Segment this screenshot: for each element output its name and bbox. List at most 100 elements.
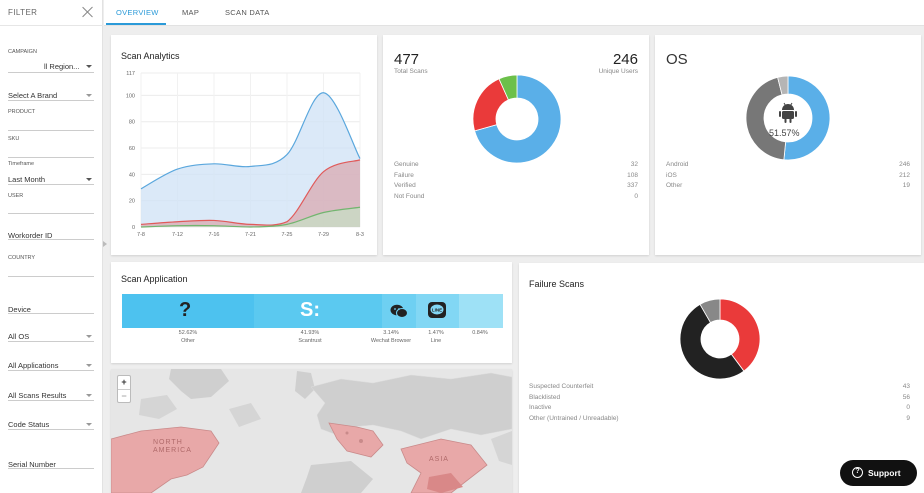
app-label-line: Line (430, 338, 442, 344)
list-item: Verified 337 (394, 182, 638, 189)
x-tick-label: 7-8 (137, 232, 145, 238)
serial-number-input[interactable]: Serial Number (8, 455, 94, 469)
scantrust-icon: S: (300, 299, 320, 321)
android-icon (779, 102, 797, 123)
line-icon: LINE (428, 302, 446, 318)
tab-scan-data[interactable]: SCAN DATA (225, 8, 270, 17)
list-item: Blacklisted 56 (529, 393, 910, 401)
x-tick-label: 7-29 (318, 232, 329, 238)
app-segment-other-small (459, 294, 503, 328)
x-tick-label: 7-16 (208, 232, 219, 238)
device-input[interactable]: Device (8, 300, 94, 314)
os-select[interactable]: All OS (8, 327, 94, 342)
chevron-down-icon (86, 423, 92, 426)
campaign-select[interactable]: ll Region... (8, 58, 94, 73)
scan-results-slice-2 (498, 74, 518, 101)
campaign-value: ll Region... (44, 62, 80, 71)
os-center-percent: 51.57% (769, 128, 800, 138)
filter-title: FILTER (8, 8, 38, 17)
x-tick-label: 7-21 (245, 232, 256, 238)
app-segment-line: LINE (416, 294, 459, 328)
y-tick-label: 20 (129, 199, 135, 205)
app-segment-wechat (382, 294, 416, 328)
product-input[interactable] (8, 117, 94, 131)
chevron-down-icon (86, 94, 92, 97)
list-item: Other (Untrained / Unreadable) 9 (529, 414, 910, 422)
scan-results-select[interactable]: All Scans Results (8, 386, 94, 401)
device-placeholder: Device (8, 305, 31, 314)
scan-application-card: Scan Application ? S: LINE (111, 262, 512, 363)
scan-map[interactable]: NORTH AMERICA ASIA + − (111, 369, 512, 493)
x-tick-label: 7-12 (172, 232, 183, 238)
timeframe-label: Timeframe (8, 161, 35, 167)
totals-card: 477 Total Scans 246 Unique Users Genuine… (383, 35, 649, 255)
sidebar-collapse-handle[interactable] (103, 241, 107, 247)
support-button[interactable]: ? Support (840, 460, 917, 486)
scan-results-slice-0 (474, 74, 562, 164)
list-item: Suspected Counterfeit 43 (529, 383, 910, 390)
list-item: Android 246 (666, 161, 910, 168)
list-item: Inactive 0 (529, 404, 910, 411)
y-tick-label: 80 (129, 120, 135, 126)
scan-analytics-card: Scan Analytics 0 20 40 60 80 100 117 7-8 7-12 7-1… (111, 35, 377, 255)
campaign-label: Campaign (8, 49, 37, 55)
list-item: Not Found 0 (394, 192, 638, 200)
total-scans-label: Total Scans (394, 68, 428, 75)
app-segment-other: ? (122, 294, 254, 328)
support-label: Support (868, 468, 901, 478)
user-input[interactable] (8, 200, 94, 214)
os-title: OS (666, 51, 688, 68)
series-line-2 (140, 206, 361, 228)
failure-scans-donut (679, 298, 761, 380)
scan-results-list: Genuine 32 Failure 108 Verified 337 Not Fou… (394, 161, 638, 203)
chevron-down-icon (86, 364, 92, 367)
total-scans-value: 477 (394, 51, 420, 68)
timeframe-select[interactable]: Last Month (8, 170, 94, 185)
chevron-down-icon (86, 394, 92, 397)
os-slice-0 (783, 75, 831, 161)
tab-map[interactable]: MAP (182, 8, 200, 17)
chevron-down-icon (86, 335, 92, 338)
y-tick-label: 117 (126, 71, 135, 77)
applications-select[interactable]: All Applications (8, 356, 94, 371)
sku-input[interactable] (8, 144, 94, 158)
application-share-bar: ? S: LINE (122, 294, 503, 328)
country-input[interactable] (8, 263, 94, 277)
app-percent-wechat: 3.14% (383, 330, 399, 336)
user-label: USER (8, 193, 24, 199)
app-percent-scantrust: 41.93% (300, 330, 320, 336)
zoom-in-button[interactable]: + (121, 377, 127, 387)
y-tick-label: 0 (132, 225, 135, 231)
close-icon[interactable] (82, 6, 94, 18)
scan-results-donut (472, 74, 562, 164)
app-label-other: Other (181, 338, 195, 344)
x-tick-label: 8-3 (356, 232, 364, 238)
list-item: iOS 212 (666, 171, 910, 179)
wechat-icon (390, 304, 408, 318)
os-value: All OS (8, 332, 30, 341)
applications-value: All Applications (8, 361, 59, 370)
map-label-asia: ASIA (429, 456, 449, 463)
series-area-2 (141, 207, 360, 227)
failure-slice-0 (719, 298, 761, 372)
x-tick-label: 7-25 (281, 232, 292, 238)
filter-header: FILTER (0, 0, 103, 26)
map-label-north-america: NORTH AMERICA (153, 439, 192, 454)
y-tick-label: 40 (129, 172, 135, 178)
list-item: Other 19 (666, 182, 910, 189)
app-label-scantrust: Scantrust (298, 338, 322, 344)
app-percent-remaining: 0.84% (472, 330, 488, 336)
workorder-input[interactable]: Workorder ID (8, 226, 94, 240)
brand-select[interactable]: Select A Brand (8, 87, 94, 101)
tab-overview[interactable]: OVERVIEW (116, 8, 159, 17)
brand-placeholder: Select A Brand (8, 91, 58, 100)
scan-analytics-title: Scan Analytics (121, 51, 180, 61)
zoom-out-button[interactable]: − (118, 389, 130, 402)
tab-bar (104, 0, 924, 26)
sku-label: SKU (8, 136, 20, 142)
active-tab-indicator (106, 23, 166, 25)
series-line-0 (140, 92, 361, 190)
code-status-select[interactable]: Code Status (8, 415, 94, 430)
scan-application-title: Scan Application (121, 274, 188, 284)
os-slice-1 (745, 76, 787, 161)
